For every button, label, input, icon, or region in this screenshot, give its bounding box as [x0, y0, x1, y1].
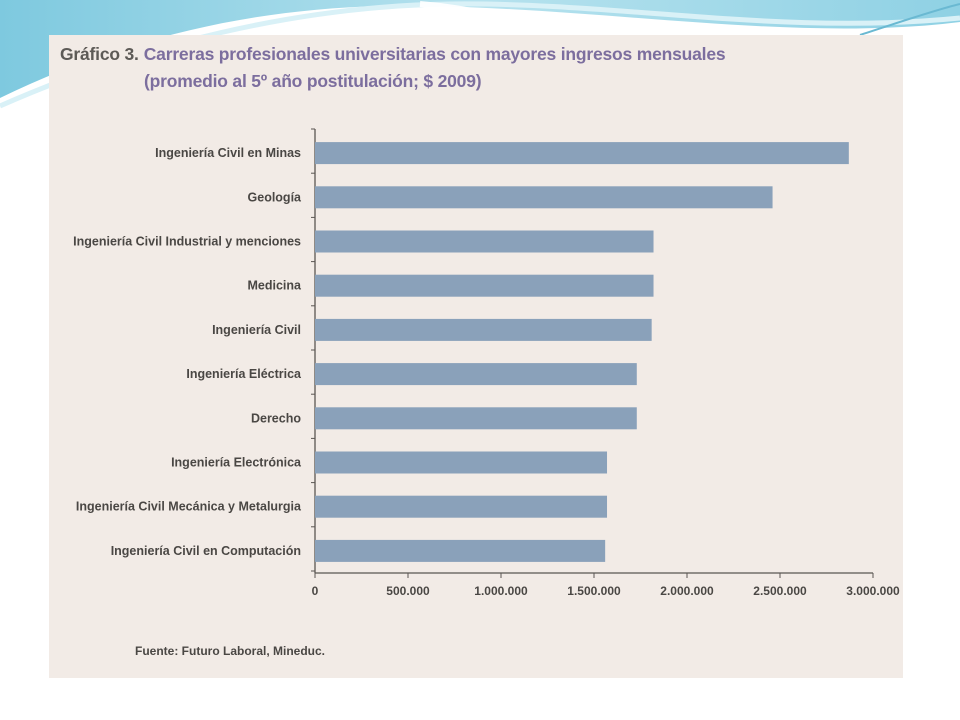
category-label: Geología — [248, 190, 303, 204]
chart-panel: Gráfico 3. Carreras profesionales univers… — [49, 35, 903, 678]
x-tick-label: 1.500.000 — [567, 584, 621, 598]
bar-9 — [315, 495, 608, 518]
bar-3 — [315, 230, 654, 253]
x-tick-label: 2.000.000 — [660, 584, 714, 598]
x-tick-label: 1.000.000 — [474, 584, 528, 598]
bar-10 — [315, 539, 606, 562]
x-tick-label: 0 — [312, 584, 319, 598]
category-label: Ingeniería Civil — [212, 323, 301, 337]
x-tick-label: 500.000 — [386, 584, 430, 598]
category-label: Ingeniería Civil Industrial y menciones — [73, 235, 301, 249]
category-label: Ingeniería Eléctrica — [186, 367, 302, 381]
category-label: Ingeniería Civil en Minas — [155, 146, 301, 160]
figure-number: Gráfico 3. — [60, 44, 139, 64]
bar-chart: Ingeniería Civil en Minas Geología Ingenie… — [73, 128, 900, 598]
category-label: Ingeniería Civil en Computación — [111, 544, 301, 558]
bar-2 — [315, 186, 773, 209]
bar-4 — [315, 274, 654, 297]
title-line-2: (promedio al 5º año postitulación; $ 200… — [144, 71, 482, 91]
category-label: Ingeniería Electrónica — [171, 456, 302, 470]
source-note: Fuente: Futuro Laboral, Mineduc. — [135, 644, 325, 658]
x-tick-label: 2.500.000 — [753, 584, 807, 598]
bar-7 — [315, 407, 637, 430]
bar-5 — [315, 318, 652, 341]
category-label: Medicina — [248, 279, 303, 293]
category-label: Derecho — [251, 411, 301, 425]
bar-8 — [315, 451, 608, 474]
chart-title: Gráfico 3. Carreras profesionales univers… — [60, 41, 895, 95]
x-tick-label: 3.000.000 — [846, 584, 900, 598]
bar-1 — [315, 142, 849, 165]
title-line-1: Carreras profesionales universitarias co… — [143, 44, 726, 64]
category-label: Ingeniería Civil Mecánica y Metalurgia — [76, 500, 302, 514]
bar-6 — [315, 363, 637, 386]
